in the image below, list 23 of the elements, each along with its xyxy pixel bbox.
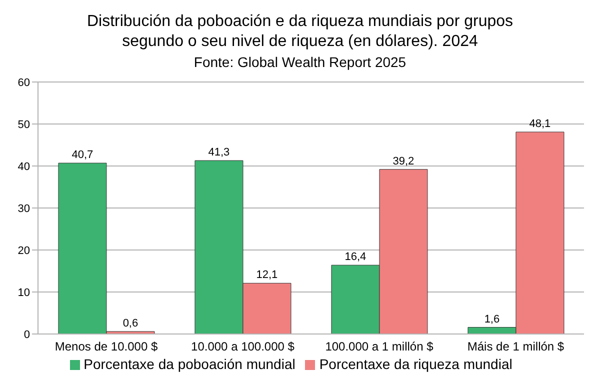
data-label: 16,4 — [344, 251, 366, 264]
y-tick-label: 10 — [18, 286, 30, 299]
y-tick-label: 50 — [18, 118, 30, 131]
chart-title: Distribución da poboación e da riqueza mundiais por grupos segundo o seu nivel de riqueza (en dólares). 2024 — [86, 12, 514, 52]
data-label: 39,2 — [392, 155, 414, 168]
data-label: 40,7 — [72, 149, 94, 162]
data-label: 48,1 — [529, 118, 551, 130]
chart-subtitle: Fonte: Global Wealth Report 2025 — [192, 53, 408, 72]
y-tick-label: 0 — [24, 328, 30, 341]
x-tick-label: 10.000 a 100.000 $ — [191, 340, 295, 354]
y-tick-label: 40 — [18, 160, 30, 173]
legend-label: Porcentaxe da poboación mundial — [84, 356, 296, 372]
x-tick-label: 100.000 a 1 millón $ — [325, 340, 434, 354]
data-label: 0,6 — [122, 317, 138, 330]
y-tick-label: 60 — [18, 76, 30, 89]
x-tick-label: Menos de 10.000 $ — [54, 340, 158, 354]
y-tick-label: 30 — [18, 202, 30, 215]
legend-label: Porcentaxe da riqueza mundial — [319, 356, 512, 372]
y-tick-label: 20 — [18, 244, 30, 257]
x-tick-label: Máis de 1 millón $ — [467, 340, 564, 354]
data-label: 41,3 — [208, 146, 230, 159]
data-label: 12,1 — [256, 269, 278, 282]
data-label: 1,6 — [484, 313, 500, 326]
